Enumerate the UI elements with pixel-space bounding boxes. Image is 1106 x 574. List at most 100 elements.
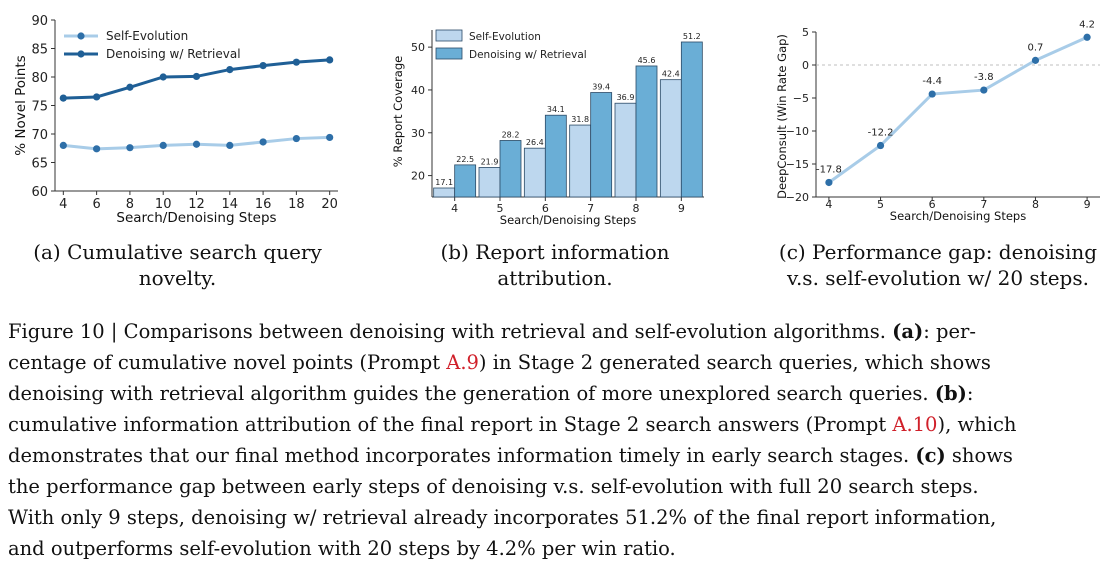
- bar-denoising: [635, 65, 658, 198]
- x-tick-label: 20: [321, 197, 338, 212]
- bar-value-label: 39.4: [592, 83, 610, 92]
- data-label: -17.8: [816, 164, 842, 175]
- y-tick-label: −15: [786, 158, 809, 171]
- legend-label: Denoising w/ Retrieval: [106, 47, 241, 61]
- subcaption-b: (b) Report information attribution.: [395, 239, 715, 291]
- y-axis-label: % Novel Points: [13, 55, 29, 155]
- x-tick-label: 7: [980, 198, 987, 211]
- bar-self-evolution: [433, 187, 456, 198]
- data-point: [1083, 33, 1091, 41]
- y-tick-label: 70: [31, 128, 48, 143]
- bar-value-label: 22.5: [456, 155, 474, 164]
- bar-value-label: 21.9: [481, 157, 499, 166]
- caption-text: cumulative information attribution of th…: [8, 413, 893, 436]
- bar-value-label: 34.1: [547, 105, 565, 114]
- data-point: [326, 133, 334, 142]
- y-tick-label: 50: [411, 41, 425, 54]
- bar-value-label: 42.4: [662, 70, 680, 79]
- x-tick-label: 5: [497, 202, 504, 215]
- bar-self-evolution: [523, 147, 546, 198]
- x-tick-label: 18: [288, 197, 305, 212]
- subcaption-a-line1: (a) Cumulative search query: [33, 240, 322, 264]
- y-tick-label: −10: [786, 125, 809, 138]
- subcaption-c-line1: (c) Performance gap: denoising: [778, 240, 1098, 264]
- data-point: [928, 90, 936, 98]
- data-point: [1031, 56, 1040, 64]
- x-tick-label: 10: [155, 197, 172, 212]
- bar-self-evolution: [614, 102, 637, 198]
- caption-line: With only 9 steps, denoising w/ retrieva…: [8, 502, 1102, 533]
- legend-label: Self-Evolution: [469, 31, 541, 43]
- legend-swatch-marker: [77, 32, 85, 40]
- x-tick-label: 8: [633, 202, 640, 215]
- bar-self-evolution: [478, 167, 501, 198]
- figure-caption: Figure 10 | Comparisons between denoisin…: [8, 316, 1102, 564]
- y-tick-label: 5: [802, 26, 809, 39]
- y-tick-label: 65: [31, 157, 48, 172]
- bar-denoising: [499, 140, 522, 198]
- data-point: [876, 141, 885, 150]
- data-label: -4.4: [922, 76, 942, 87]
- y-tick-label: −5: [793, 92, 809, 105]
- caption-line: cumulative information attribution of th…: [8, 409, 1102, 440]
- x-tick-label: 8: [126, 197, 134, 212]
- bar-value-label: 36.9: [617, 93, 635, 102]
- data-point: [226, 65, 234, 74]
- caption-text: and outperforms self-evolution with 20 s…: [8, 537, 676, 560]
- legend-swatch: [435, 47, 463, 60]
- bar-denoising: [454, 164, 477, 198]
- panel-ref: (b): [934, 382, 967, 405]
- data-point: [326, 56, 334, 64]
- subcaption-a-line2: novelty.: [138, 266, 217, 290]
- data-point: [292, 58, 300, 66]
- caption-text: With only 9 steps, denoising w/ retrieva…: [8, 506, 997, 529]
- x-tick-label: 6: [929, 198, 936, 211]
- bar-value-label: 26.4: [526, 138, 544, 147]
- caption-line: Figure 10 | Comparisons between denoisin…: [8, 316, 1102, 347]
- subcaption-c: (c) Performance gap: denoising v.s. self…: [770, 239, 1106, 291]
- legend-swatch: [435, 29, 463, 42]
- prompt-ref-link[interactable]: A.10: [892, 413, 938, 436]
- data-point: [192, 140, 201, 148]
- gap-line: [828, 35, 1088, 184]
- chart-c: −20 −15 −10 −5 0 5 4 5 6 7 8 9 Search/Denoising Step…: [775, 19, 1100, 223]
- caption-text: ) in Stage 2 generated search queries, w…: [478, 351, 991, 374]
- y-tick-label: 30: [411, 127, 425, 140]
- data-point: [192, 72, 201, 81]
- y-tick-label: 80: [31, 71, 48, 86]
- x-tick-label: 5: [877, 198, 884, 211]
- y-tick-label: 20: [411, 170, 425, 183]
- x-tick-label: 14: [222, 197, 239, 212]
- data-point: [226, 141, 234, 149]
- data-point: [93, 145, 101, 153]
- y-tick-label: 75: [31, 100, 48, 115]
- legend-swatch-marker: [77, 50, 85, 58]
- caption-text: ), which: [937, 413, 1017, 436]
- data-point: [159, 73, 167, 81]
- prompt-ref-link[interactable]: A.9: [446, 351, 479, 374]
- bar-value-label: 31.8: [571, 115, 589, 124]
- x-tick-label: 4: [825, 198, 832, 211]
- y-tick-label: 0: [802, 59, 809, 72]
- data-point: [259, 138, 267, 146]
- x-tick-label: 4: [59, 197, 67, 212]
- caption-text: :: [966, 382, 974, 405]
- data-point: [980, 86, 988, 94]
- y-axis-label: DeepConsult (Win Rate Gap): [775, 34, 789, 199]
- caption-line: and outperforms self-evolution with 20 s…: [8, 533, 1102, 564]
- y-tick-label: 60: [31, 185, 48, 200]
- data-label: -3.8: [974, 72, 994, 83]
- caption-line: centage of cumulative novel points (Prom…: [8, 347, 1102, 378]
- caption-line: the performance gap between early steps …: [8, 471, 1102, 502]
- bar-denoising: [680, 41, 703, 198]
- bar-value-label: 51.2: [683, 32, 701, 41]
- chart-a: 60 65 70 75 80 85 90 4 6 8 10 12 14 16 18 20 Search/Deno…: [13, 14, 338, 226]
- x-tick-label: 9: [1084, 198, 1091, 211]
- legend-label: Denoising w/ Retrieval: [469, 49, 587, 61]
- data-label: 0.7: [1028, 42, 1044, 53]
- data-point: [59, 141, 67, 149]
- caption-text: the performance gap between early steps …: [8, 475, 979, 498]
- data-point: [825, 178, 833, 187]
- caption-text: shows: [945, 444, 1013, 467]
- panel-ref: (a): [892, 320, 924, 343]
